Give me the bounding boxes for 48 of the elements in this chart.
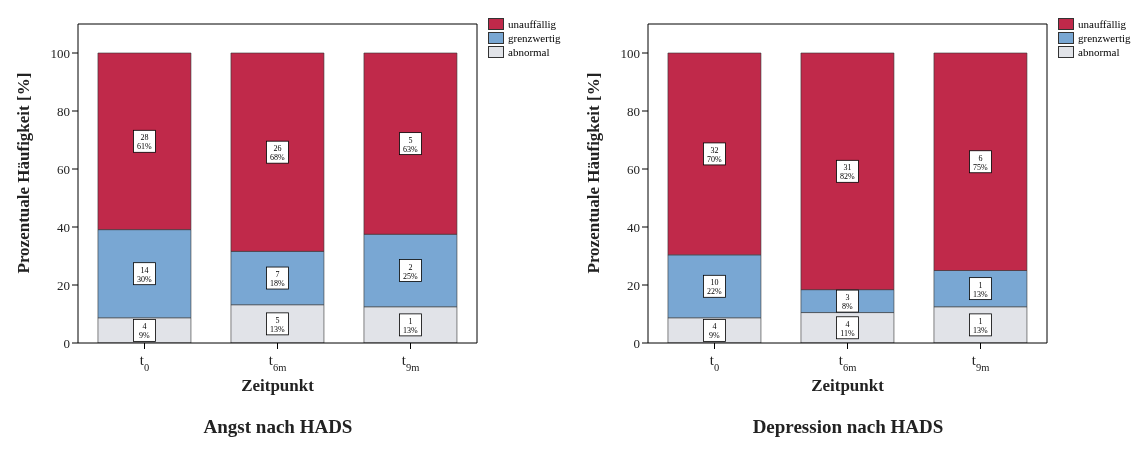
data-label: 4 9% <box>139 322 151 341</box>
x-axis-title: Zeitpunkt <box>811 376 885 395</box>
y-tick-label: 0 <box>633 335 640 351</box>
y-tick-label: 60 <box>627 161 640 177</box>
text: Angst nach HADS <box>202 416 354 438</box>
y-tick-label: 0 <box>63 335 70 351</box>
data-label: 2 25% <box>403 262 419 281</box>
data-label: 10 22% <box>707 278 723 297</box>
y-tick-label: 20 <box>57 277 70 293</box>
x-axis-title: Zeitpunkt <box>241 376 315 395</box>
data-label: 4 9% <box>709 322 721 341</box>
legend-label: grenzwertig <box>508 32 561 44</box>
legend-label: abnormal <box>1078 46 1120 58</box>
data-label: 3 8% <box>842 293 854 312</box>
data-label: 1 13% <box>403 316 419 335</box>
x-tick-label: t$_{0}$ <box>139 352 150 373</box>
y-axis-title: Prozentuale Häufigkeit [%] <box>14 72 34 274</box>
legend-label: unauffällig <box>1078 18 1127 30</box>
y-tick-label: 20 <box>627 277 640 293</box>
y-tick-label: 40 <box>57 219 70 235</box>
data-label: 7 18% <box>270 270 286 289</box>
y-axis-title: Prozentuale Häufigkeit [%] <box>584 72 604 274</box>
data-label: 6 75% <box>973 153 989 172</box>
x-tick-label: t$_{6m}$ <box>838 352 857 373</box>
data-label: 14 30% <box>137 265 153 284</box>
data-label: 4 11% <box>840 319 855 338</box>
y-tick-label: 100 <box>50 45 70 61</box>
x-tick-label: t$_{6m}$ <box>268 352 287 373</box>
x-tick-label: t$_{0}$ <box>709 352 720 373</box>
data-label: 26 68% <box>270 144 286 163</box>
x-tick-label: t$_{9m}$ <box>401 352 420 373</box>
data-label: 28 61% <box>137 133 153 152</box>
legend-label: abnormal <box>508 46 550 58</box>
data-label: 32 70% <box>707 145 723 164</box>
data-label: 1 13% <box>973 316 989 335</box>
data-label: 5 13% <box>270 315 286 334</box>
data-label: 31 82% <box>840 163 856 182</box>
y-tick-label: 60 <box>57 161 70 177</box>
y-tick-label: 80 <box>57 103 70 119</box>
x-tick-label: t$_{9m}$ <box>971 352 990 373</box>
legend-label: grenzwertig <box>1078 32 1131 44</box>
text: Depression nach HADS <box>751 416 945 438</box>
data-label: 5 63% <box>403 135 419 154</box>
y-tick-label: 100 <box>620 45 640 61</box>
data-label: 1 13% <box>973 280 989 299</box>
y-tick-label: 40 <box>627 219 640 235</box>
y-tick-label: 80 <box>627 103 640 119</box>
legend-label: unauffällig <box>508 18 557 30</box>
